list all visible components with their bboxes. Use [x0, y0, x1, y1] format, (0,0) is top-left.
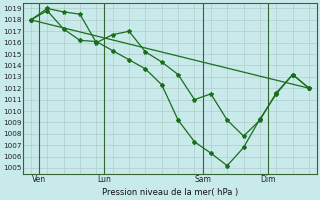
X-axis label: Pression niveau de la mer( hPa ): Pression niveau de la mer( hPa ) — [102, 188, 238, 197]
